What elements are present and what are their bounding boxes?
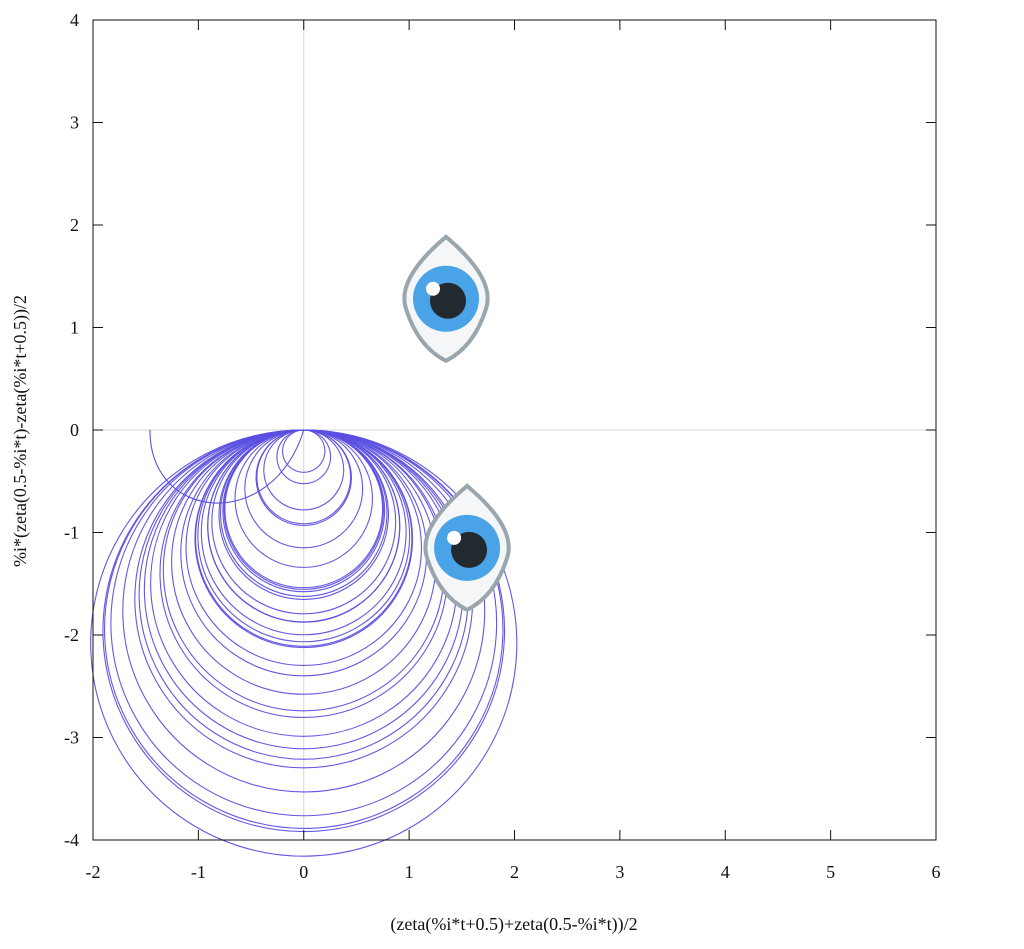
y-tick-label: 2 [70, 215, 79, 235]
x-tick-label: 5 [826, 862, 835, 882]
tick-marks [92, 19, 937, 841]
curve-loop [224, 429, 384, 589]
curve-loop [159, 429, 448, 718]
curve-loop [197, 429, 411, 643]
y-tick-labels: -4 -3 -2 -1 0 1 2 3 4 [64, 10, 79, 850]
x-tick-label: 6 [932, 862, 941, 882]
y-tick-label: 3 [70, 113, 79, 133]
curve-loop [143, 429, 464, 750]
y-tick-label: 0 [70, 420, 79, 440]
curve-loop [282, 429, 326, 473]
y-axis-label: %i*(zeta(0.5-%i*t)-zeta(%i*t+0.5))/2 [10, 295, 31, 567]
curve-loop [200, 429, 407, 636]
curve-loop [171, 429, 437, 695]
curve-loop [162, 429, 445, 712]
curve-loop [220, 429, 388, 597]
x-tick-label: 0 [299, 862, 308, 882]
eye-icon [402, 234, 490, 364]
curve-loop [207, 429, 401, 623]
x-tick-label: 2 [510, 862, 519, 882]
y-tick-label: -2 [64, 625, 79, 645]
eye-decorations [402, 234, 511, 613]
y-tick-label: 4 [70, 10, 79, 30]
y-tick-label: 1 [70, 318, 79, 338]
curve-start-tail [149, 429, 305, 504]
x-tick-label: -2 [86, 862, 101, 882]
y-tick-label: -1 [64, 523, 79, 543]
curve-loop [244, 429, 364, 549]
curve-loop [276, 429, 332, 485]
eye-glint [426, 281, 441, 296]
eye-icon [423, 483, 511, 613]
zero-gridlines [93, 20, 936, 840]
x-tick-labels: -2 -1 0 1 2 3 4 5 6 [86, 862, 941, 882]
y-tick-label: -4 [64, 830, 79, 850]
curve-loop [234, 429, 373, 568]
curve-loop [222, 429, 386, 593]
curve-loop [263, 429, 345, 511]
curve-loop [194, 429, 414, 649]
x-tick-label: 1 [405, 862, 414, 882]
curve-loop [185, 429, 422, 666]
curve-loop [150, 429, 458, 737]
curve-loop [256, 429, 352, 525]
y-tick-label: -3 [64, 728, 79, 748]
curve-loop [180, 429, 428, 677]
curve-loop [211, 429, 397, 615]
eye-glint [447, 530, 462, 545]
x-tick-label: 4 [721, 862, 730, 882]
x-axis-label: (zeta(%i*t+0.5)+zeta(0.5-%i*t))/2 [390, 914, 637, 935]
x-tick-label: 3 [615, 862, 624, 882]
x-tick-label: -1 [191, 862, 206, 882]
